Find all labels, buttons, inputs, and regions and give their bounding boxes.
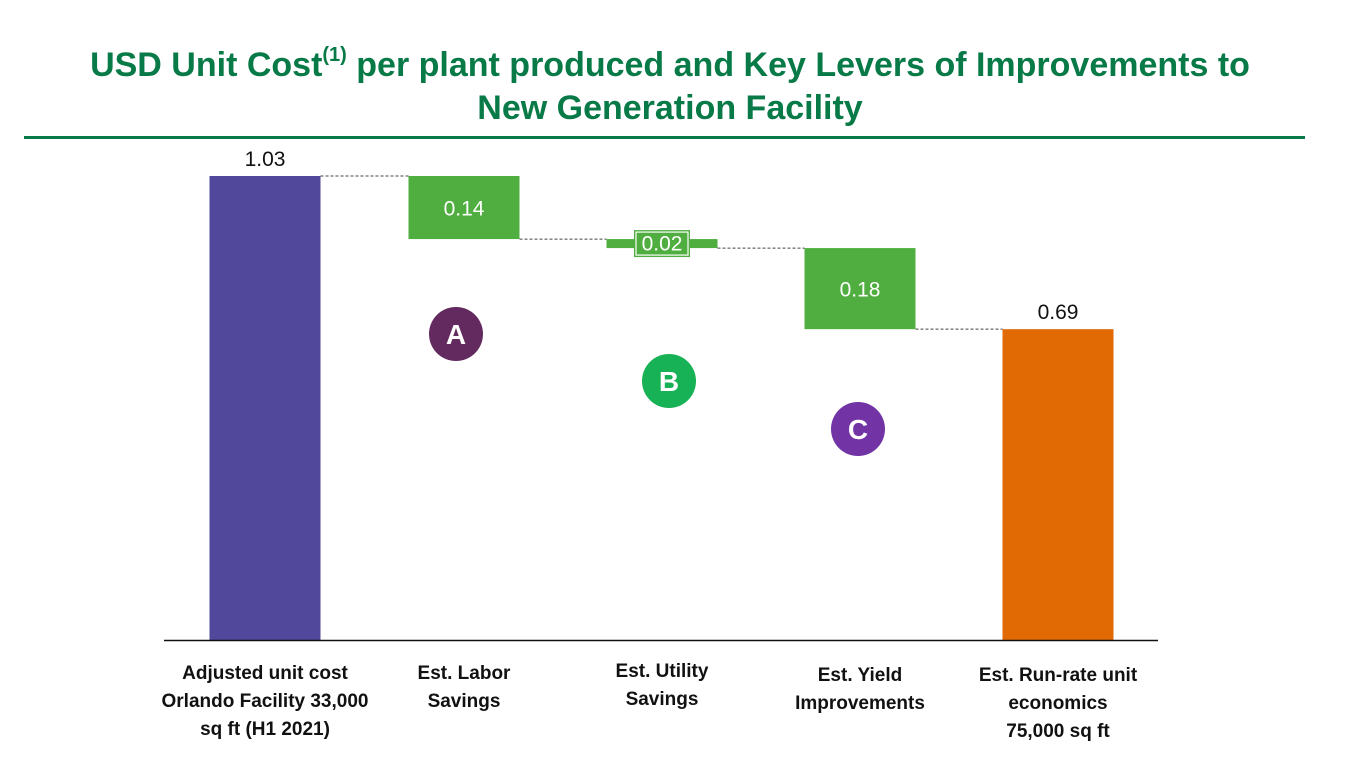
bar-1 (209, 176, 321, 640)
lever-badge-label-c: C (848, 414, 868, 445)
category-label-4: Est. Yield Improvements (795, 665, 925, 714)
title-underline (24, 136, 1305, 139)
bar-5 (1002, 329, 1114, 640)
category-label-5: Est. Run-rate unit economics 75,000 sq f… (978, 665, 1138, 742)
lever-badge-label-b: B (659, 366, 679, 397)
lever-badge-label-a: A (446, 319, 466, 350)
data-label-5: 0.69 (1038, 301, 1079, 324)
category-label-3: Est. Utility Savings (615, 661, 709, 710)
bar-4 (804, 248, 916, 330)
chart-title: USD Unit Cost(1) per plant produced and … (90, 44, 1250, 127)
data-label-frame-3 (635, 231, 689, 256)
lever-badge-a (429, 307, 483, 361)
data-label-3: 0.02 (642, 233, 683, 256)
lever-badge-c (831, 402, 885, 456)
bar-2 (408, 176, 520, 240)
data-label-bg-3 (634, 230, 690, 258)
category-label-2: Est. Labor Savings (417, 663, 511, 712)
category-label-1: Adjusted unit cost Orlando Facility 33,0… (161, 663, 369, 740)
data-label-1: 1.03 (245, 148, 286, 171)
data-label-2: 0.14 (444, 198, 485, 221)
data-label-4: 0.18 (840, 279, 881, 302)
lever-badge-b (642, 354, 696, 408)
